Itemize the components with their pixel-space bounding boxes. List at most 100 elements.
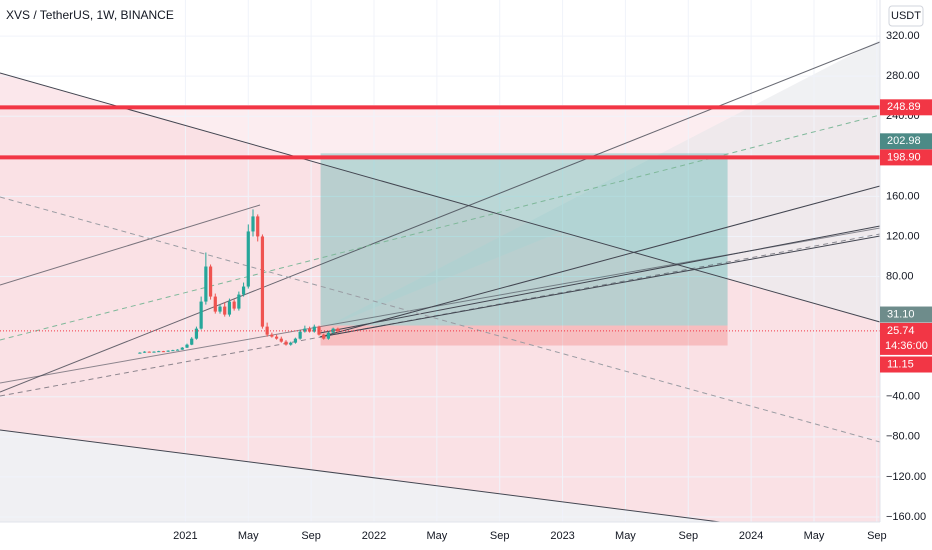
channel-zone: [320, 40, 880, 330]
price-tag-label: 202.98: [887, 135, 921, 147]
candle-body: [227, 301, 232, 315]
candle-body: [223, 306, 227, 315]
candle-body: [204, 266, 208, 302]
x-tick-label: Sep: [678, 530, 698, 542]
candle-body: [307, 328, 312, 332]
price-tag-bg: [880, 149, 932, 166]
trend-line: [319, 225, 881, 334]
price-tag-label: 248.89: [887, 101, 921, 113]
candle-body: [237, 294, 241, 309]
price-tag: 248.89: [880, 99, 932, 116]
candle-body: [336, 328, 340, 331]
candle-body: [171, 350, 175, 352]
y-tick-label: 80.00: [886, 270, 914, 282]
trend-line: [319, 235, 881, 338]
candle-body: [303, 328, 307, 332]
candle-body: [279, 338, 283, 342]
trend-line: [0, 41, 881, 393]
x-tick-label: May: [426, 530, 447, 542]
trend-line: [0, 227, 881, 384]
x-tick-label: 2022: [362, 530, 386, 542]
candle-body: [185, 344, 189, 348]
candle-body: [157, 351, 161, 353]
x-tick-label: 2024: [739, 530, 763, 542]
levels: [0, 105, 880, 332]
candle-body: [312, 326, 316, 332]
candle-body: [260, 236, 265, 327]
candle-body: [208, 266, 213, 297]
candle-body: [232, 301, 236, 309]
chart-title: XVS / TetherUS, 1W, BINANCE: [6, 8, 174, 22]
candle-body: [298, 331, 302, 339]
candle-body: [270, 334, 274, 337]
y-tick-label: −80.00: [886, 431, 920, 443]
candle-body: [322, 334, 326, 339]
price-tag-bg: [880, 99, 932, 116]
countdown: 14:36:00: [885, 340, 928, 352]
candle-body: [293, 338, 298, 343]
currency[interactable]: USDT: [891, 10, 921, 22]
candle-body: [251, 216, 255, 232]
x-tick-label: Sep: [867, 530, 887, 542]
candle-body: [166, 350, 170, 352]
x-tick-label: Sep: [301, 530, 321, 542]
price-tag-bg: [880, 306, 932, 323]
x-tick-label: 2021: [173, 530, 197, 542]
price-tag: 11.15: [880, 356, 932, 373]
y-tick-label: −120.00: [886, 471, 926, 483]
currency-button[interactable]: [888, 5, 924, 27]
x-tick-label: Sep: [490, 530, 510, 542]
grid: [0, 0, 880, 522]
candle-body: [246, 231, 250, 287]
trend-line: [0, 72, 881, 323]
candle-body: [289, 342, 293, 345]
x-tick-label: May: [615, 530, 636, 542]
candle-body: [152, 351, 156, 353]
candle-body: [138, 352, 142, 354]
candle-body: [180, 347, 184, 350]
trend-lines: [0, 41, 881, 523]
candle-body: [194, 328, 199, 339]
candle-body: [256, 216, 260, 237]
candle-body: [213, 296, 217, 312]
time-axis: [0, 522, 932, 550]
trend-line: [0, 204, 261, 286]
price-tag-label: 25.74: [887, 325, 915, 337]
position-box: [320, 153, 728, 346]
price-tag-bg: [880, 322, 932, 355]
candle-body: [284, 341, 288, 345]
candle-body: [274, 336, 279, 339]
trend-line: [0, 429, 721, 523]
price-tag-bg: [880, 133, 932, 150]
y-tick-label: 320.00: [886, 30, 920, 42]
price-tag: 202.98: [880, 133, 932, 150]
price-tag-bg: [880, 356, 932, 373]
y-tick-label: −160.00: [886, 511, 926, 523]
candle-body: [317, 326, 321, 335]
candle-body: [241, 286, 246, 295]
y-tick-label: 280.00: [886, 70, 920, 82]
price-axis: [880, 0, 932, 550]
x-tick-label: May: [804, 530, 825, 542]
y-tick-label: 120.00: [886, 230, 920, 242]
candle-body: [175, 349, 180, 351]
candle-body: [190, 338, 194, 345]
candle-body: [142, 351, 147, 353]
candle-body: [161, 351, 166, 353]
trend-line: [319, 185, 881, 338]
price-tag-label: 31.10: [887, 308, 915, 320]
price-tag: 31.10: [880, 306, 932, 323]
candle-body: [199, 301, 203, 329]
price-tag: 25.74 14:36:00: [880, 322, 932, 355]
target-zone: [320, 153, 728, 326]
candle-body: [218, 306, 222, 312]
candle-body: [326, 332, 331, 339]
channel-zone: [0, 73, 880, 522]
candle-body: [147, 351, 151, 353]
trend-line: [0, 114, 881, 341]
x-tick-label: May: [238, 530, 259, 542]
y-tick-label: 160.00: [886, 190, 920, 202]
axis-labels: 320.00280.00240.00160.00120.0080.00−40.0…: [173, 30, 932, 542]
